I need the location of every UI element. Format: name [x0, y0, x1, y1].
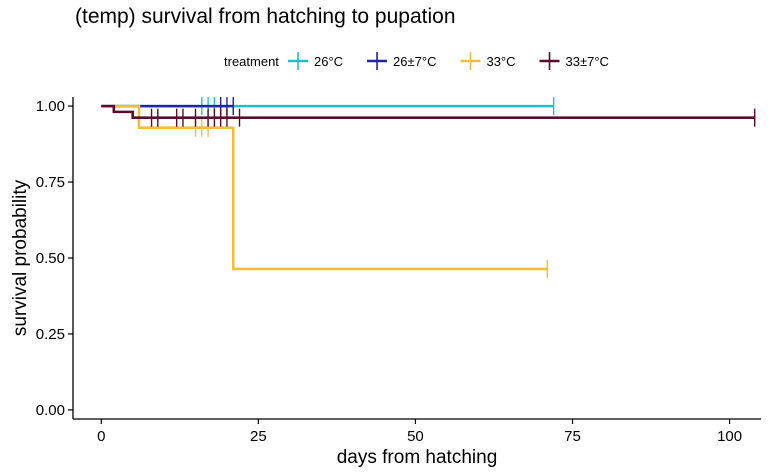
- y-tick-label: 0.50: [36, 250, 65, 267]
- legend-label: 26±7°C: [393, 54, 436, 69]
- y-axis-title: survival probability: [10, 179, 31, 336]
- legend-item: 26±7°C: [367, 52, 436, 70]
- y-tick-label: 0.25: [36, 326, 65, 343]
- y-axis-ticks: 0.00 0.25 0.50 0.75 1.00: [36, 98, 73, 419]
- x-axis-title: days from hatching: [337, 447, 498, 468]
- y-tick-label: 0.00: [36, 402, 65, 419]
- x-tick-label: 25: [250, 428, 267, 445]
- x-axis-ticks: 0 25 50 75 100: [97, 419, 742, 445]
- survival-curve: [101, 104, 548, 271]
- series-33°C: [101, 104, 549, 278]
- x-tick-label: 0: [97, 428, 105, 445]
- legend-label: 26°C: [314, 54, 343, 69]
- legend-item: 33±7°C: [539, 52, 609, 70]
- legend-title: treatment: [224, 54, 279, 69]
- legend-label: 33°C: [486, 54, 515, 69]
- series-33±7°C: [101, 104, 756, 127]
- y-tick-label: 1.00: [36, 98, 65, 115]
- legend-item: 33°C: [460, 52, 516, 70]
- legend: treatment 26°C 26±7°C 33°C 33±7°C: [224, 52, 609, 70]
- y-tick-label: 0.75: [36, 174, 65, 191]
- legend-item: 26°C: [288, 52, 343, 70]
- x-tick-label: 50: [407, 428, 424, 445]
- chart-title: (temp) survival from hatching to pupatio…: [75, 5, 456, 28]
- x-tick-label: 75: [564, 428, 581, 445]
- x-tick-label: 100: [717, 428, 742, 445]
- survival-curve: [101, 104, 755, 119]
- plot-area: [101, 97, 756, 278]
- legend-label: 33±7°C: [566, 54, 609, 69]
